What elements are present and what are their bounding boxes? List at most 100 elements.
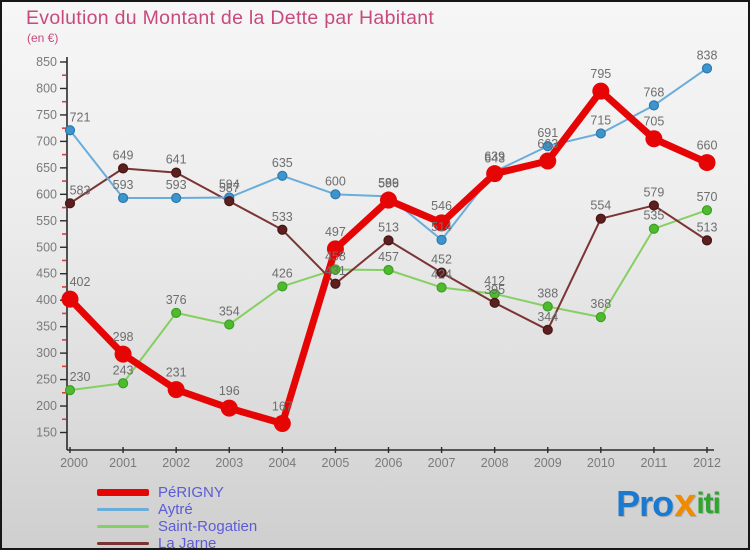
data-label: 167	[272, 400, 293, 414]
series-labels-la-jarne: 583 649 641 587 533 431 513 452 395 344 554 579 513	[70, 148, 718, 323]
data-point	[436, 234, 447, 245]
legend-item-la-jarne: La Jarne	[97, 535, 257, 550]
data-label: 587	[219, 181, 240, 195]
data-point	[433, 214, 451, 232]
data-label: 535	[643, 209, 664, 223]
data-label: 196	[219, 384, 240, 398]
chart-subtitle: (en €)	[27, 31, 59, 45]
x-tick-label: 2008	[481, 456, 509, 470]
y-tick-label: 350	[36, 320, 57, 334]
data-label: 705	[643, 115, 664, 129]
legend-swatch-aytre	[97, 508, 149, 511]
data-point	[330, 189, 341, 200]
data-label: 593	[113, 178, 134, 192]
data-label: 589	[378, 176, 399, 190]
data-point	[542, 141, 553, 152]
legend-label-perigny: PéRIGNY	[158, 484, 224, 501]
legend-swatch-la-jarne	[97, 542, 149, 545]
data-point	[383, 235, 394, 246]
series-labels-saint-rogatien: 230 243 376 354 426 458 457 424 412 388 368 535 570	[70, 190, 718, 384]
data-point	[645, 130, 663, 148]
data-point	[539, 152, 557, 170]
data-point	[542, 301, 553, 312]
x-tick-label: 2000	[60, 456, 88, 470]
data-point	[542, 324, 553, 335]
data-label: 458	[325, 249, 346, 263]
data-label: 600	[325, 174, 346, 188]
data-point	[117, 163, 129, 174]
y-tick-label: 250	[36, 373, 57, 387]
data-label: 513	[378, 220, 399, 234]
data-point	[701, 205, 713, 216]
data-point	[224, 319, 235, 330]
data-label: 649	[113, 148, 134, 162]
data-point	[648, 100, 660, 111]
data-label: 514	[431, 220, 452, 234]
y-tick-label: 550	[36, 214, 57, 228]
data-label: 298	[113, 330, 134, 344]
data-point	[701, 235, 713, 246]
data-label: 795	[590, 67, 611, 81]
legend-swatch-saint-rogatien	[97, 525, 149, 528]
data-label: 838	[697, 48, 718, 62]
data-label: 546	[431, 199, 452, 213]
data-label: 230	[70, 370, 91, 384]
data-label: 412	[484, 274, 505, 288]
x-tick-label: 2007	[428, 456, 456, 470]
data-label: 497	[325, 225, 346, 239]
data-point	[114, 345, 132, 363]
y-tick-label: 600	[36, 187, 57, 201]
legend-swatch-perigny	[97, 489, 149, 496]
data-point	[648, 200, 660, 211]
data-label: 424	[431, 267, 452, 281]
data-label: 570	[697, 190, 718, 204]
data-point	[383, 264, 394, 276]
data-label: 243	[113, 363, 134, 377]
data-point	[117, 192, 129, 204]
legend-label-la-jarne: La Jarne	[158, 535, 217, 550]
x-tick-label: 2001	[109, 456, 137, 470]
x-tick-label: 2004	[268, 456, 296, 470]
data-point	[277, 170, 288, 181]
y-tick-label: 500	[36, 240, 57, 254]
data-point	[64, 198, 76, 209]
data-label: 426	[272, 266, 293, 280]
data-point	[330, 264, 341, 275]
y-tick-label: 300	[36, 346, 57, 360]
data-label: 395	[484, 283, 505, 297]
data-label: 376	[166, 293, 187, 307]
legend-item-perigny: PéRIGNY	[97, 484, 257, 501]
data-label: 533	[272, 210, 293, 224]
series-dots-perigny	[61, 82, 716, 433]
logo-part-pro: Pro	[616, 483, 674, 524]
series-dots-saint-rogatien	[64, 205, 713, 396]
data-label: 721	[70, 110, 91, 124]
series-dots-aytre	[64, 63, 713, 245]
data-point	[326, 240, 344, 258]
data-label: 513	[697, 220, 718, 234]
data-label: 635	[272, 156, 293, 170]
data-label: 344	[537, 310, 558, 324]
y-tick-label: 150	[36, 426, 57, 440]
data-point	[489, 297, 500, 308]
x-tick-label: 2002	[162, 456, 190, 470]
data-label: 431	[325, 264, 346, 278]
data-label: 715	[590, 113, 611, 127]
data-label: 596	[378, 176, 399, 190]
data-label: 554	[590, 199, 611, 213]
data-point	[167, 381, 185, 399]
data-label: 594	[219, 177, 240, 191]
data-point	[220, 399, 238, 417]
chart-legend: PéRIGNY Aytré Saint-Rogatien La Jarne	[97, 484, 257, 550]
data-point	[330, 278, 341, 289]
data-point	[224, 196, 235, 207]
y-tick-label: 450	[36, 267, 57, 281]
y-tick-label: 200	[36, 399, 57, 413]
y-tick-label: 400	[36, 293, 57, 307]
y-tick-label: 750	[36, 108, 57, 122]
data-point	[436, 267, 447, 278]
data-point	[273, 415, 291, 433]
data-point	[64, 385, 76, 396]
